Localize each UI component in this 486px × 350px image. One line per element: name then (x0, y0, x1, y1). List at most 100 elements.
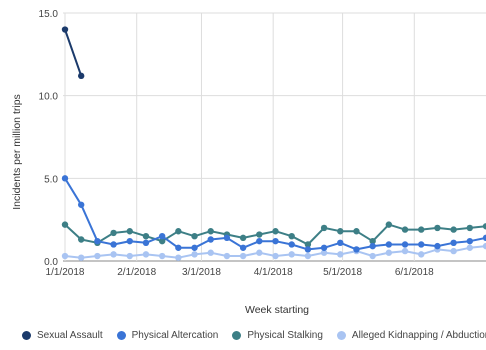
legend-label: Sexual Assault (37, 330, 103, 341)
data-point-alleged-kidnapping-abduction (94, 252, 101, 260)
data-point-physical-stalking (239, 234, 247, 242)
legend-item-alleged-kidnapping-abduction: Alleged Kidnapping / Abduction (336, 330, 486, 341)
data-point-physical-stalking (304, 241, 312, 248)
data-point-physical-altercation (482, 234, 486, 242)
x-tick-label: 1/1/2018 (46, 267, 85, 278)
data-point-physical-altercation (239, 244, 247, 251)
data-point-alleged-kidnapping-abduction (158, 252, 166, 260)
data-point-physical-stalking (466, 224, 474, 232)
data-point-physical-stalking (288, 233, 295, 240)
legend-label: Physical Stalking (247, 330, 323, 341)
data-point-physical-altercation (385, 241, 393, 248)
data-point-physical-altercation (77, 201, 85, 208)
data-point-alleged-kidnapping-abduction (337, 251, 344, 258)
series-points (61, 26, 486, 261)
data-point-physical-altercation (175, 244, 182, 251)
data-point-physical-stalking (337, 228, 344, 235)
data-point-physical-altercation (434, 242, 441, 250)
data-point-physical-stalking (434, 224, 441, 232)
legend-item-physical-altercation: Physical Altercation (116, 330, 219, 341)
x-axis-label: Week starting (245, 304, 309, 316)
data-point-physical-stalking (320, 224, 328, 232)
y-axis-label: Incidents per million trips (11, 94, 23, 210)
data-point-physical-altercation (337, 239, 344, 247)
data-point-alleged-kidnapping-abduction (175, 254, 182, 261)
data-point-physical-altercation (353, 246, 360, 253)
data-point-physical-stalking (61, 221, 69, 228)
data-point-physical-stalking (401, 226, 409, 233)
legend-item-physical-stalking: Physical Stalking (232, 330, 323, 341)
grid-lines (63, 12, 486, 262)
data-point-physical-stalking (369, 237, 376, 245)
data-point-physical-stalking (191, 233, 198, 240)
y-tick-label: 0.0 (44, 257, 58, 268)
data-point-physical-altercation (158, 233, 166, 240)
legend: Sexual Assault Physical Altercation Physic… (22, 330, 486, 341)
data-point-physical-stalking (450, 226, 457, 233)
data-point-alleged-kidnapping-abduction (191, 251, 198, 258)
data-point-alleged-kidnapping-abduction (77, 254, 85, 261)
data-point-sexual-assault (61, 26, 69, 33)
series-lines (64, 29, 486, 259)
data-point-alleged-kidnapping-abduction (304, 252, 312, 260)
y-tick-label: 10.0 (39, 92, 59, 103)
y-tick-label: 15.0 (39, 9, 59, 20)
data-point-physical-stalking (385, 221, 393, 228)
data-point-physical-stalking (142, 233, 150, 240)
data-point-physical-altercation (320, 244, 328, 251)
legend-swatch (232, 331, 242, 340)
data-point-alleged-kidnapping-abduction (369, 252, 376, 260)
x-tick-label: 3/1/2018 (182, 267, 221, 278)
data-point-alleged-kidnapping-abduction (126, 252, 133, 260)
legend-swatch (116, 331, 126, 340)
data-point-alleged-kidnapping-abduction (207, 249, 214, 256)
x-tick-label: 2/1/2018 (117, 267, 156, 278)
data-point-alleged-kidnapping-abduction (418, 251, 425, 258)
data-point-physical-altercation (288, 241, 295, 248)
data-point-alleged-kidnapping-abduction (61, 252, 69, 260)
legend-swatch (336, 331, 346, 340)
data-point-physical-altercation (304, 246, 312, 253)
data-point-physical-altercation (223, 234, 231, 242)
legend-item-sexual-assault: Sexual Assault (22, 330, 103, 341)
data-point-physical-stalking (126, 228, 133, 235)
data-point-physical-stalking (418, 226, 425, 233)
x-tick-labels: 1/1/2018 2/1/2018 3/1/2018 4/1/2018 5/1/2018… (46, 267, 435, 278)
data-point-physical-stalking (175, 228, 182, 235)
data-point-physical-altercation (369, 242, 376, 250)
legend-label: Physical Altercation (131, 330, 219, 341)
data-point-physical-altercation (94, 237, 101, 245)
y-tick-label: 5.0 (44, 174, 58, 185)
data-point-physical-stalking (207, 228, 214, 235)
legend-label: Alleged Kidnapping / Abduction (351, 330, 486, 341)
x-tick-label: 6/1/2018 (395, 267, 434, 278)
data-point-physical-stalking (158, 237, 166, 245)
x-tick-label: 4/1/2018 (254, 267, 293, 278)
data-point-physical-altercation (401, 241, 409, 248)
data-point-physical-stalking (110, 229, 117, 237)
data-point-alleged-kidnapping-abduction (239, 252, 247, 260)
data-point-physical-altercation (61, 175, 69, 182)
data-point-alleged-kidnapping-abduction (288, 251, 295, 258)
data-point-physical-altercation (466, 237, 474, 245)
data-point-physical-stalking (77, 236, 85, 243)
data-point-physical-stalking (256, 231, 263, 238)
data-point-physical-stalking (482, 223, 486, 230)
data-point-alleged-kidnapping-abduction (272, 252, 279, 260)
data-point-physical-altercation (207, 236, 214, 243)
data-point-alleged-kidnapping-abduction (482, 242, 486, 250)
y-tick-labels: 0.0 5.0 10.0 15.0 (39, 9, 59, 268)
data-point-physical-stalking (272, 228, 279, 235)
data-point-physical-altercation (110, 241, 117, 248)
data-point-physical-stalking (353, 228, 360, 235)
data-point-alleged-kidnapping-abduction (142, 251, 150, 258)
data-point-alleged-kidnapping-abduction (110, 251, 117, 258)
data-point-alleged-kidnapping-abduction (450, 247, 457, 255)
data-point-physical-altercation (272, 237, 279, 245)
data-point-physical-altercation (142, 239, 150, 247)
data-point-physical-altercation (418, 241, 425, 248)
data-point-alleged-kidnapping-abduction (223, 252, 231, 260)
data-point-physical-altercation (450, 239, 457, 247)
data-point-alleged-kidnapping-abduction (466, 244, 474, 251)
